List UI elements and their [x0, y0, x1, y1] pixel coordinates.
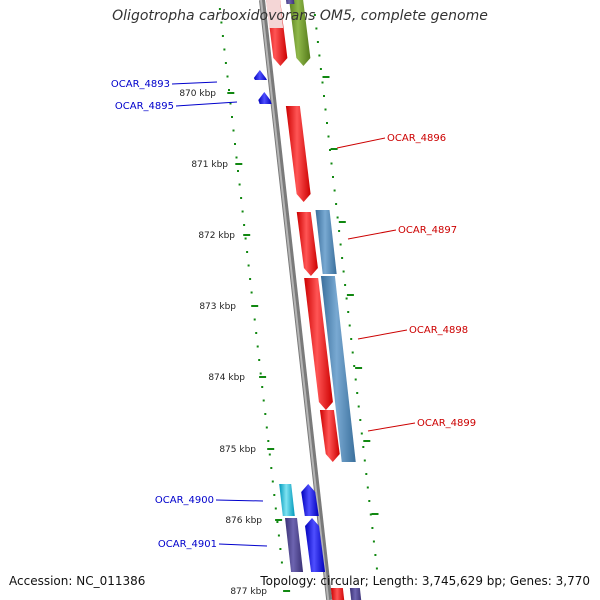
gene-ocar-4901-indigo: [285, 518, 304, 572]
gene-ocar-4900-blue: [301, 484, 319, 516]
tick-ring: [218, 8, 379, 592]
gene-ocar-4895: [258, 92, 272, 104]
gene-label[interactable]: OCAR_4899: [417, 418, 476, 429]
gene-label[interactable]: OCAR_4898: [409, 325, 468, 336]
gene-callouts: OCAR_4893 OCAR_4895 OCAR_4896 OCAR_4897 OCAR…: [111, 79, 476, 550]
gene-steel-b: [320, 276, 356, 462]
scale-label: 876 kbp: [225, 516, 262, 526]
gene-label[interactable]: OCAR_4893: [111, 79, 170, 90]
gene-label[interactable]: OCAR_4901: [158, 539, 217, 550]
scale-label: 870 kbp: [179, 89, 216, 99]
gene-label[interactable]: OCAR_4895: [115, 101, 174, 112]
scale-label: 871 kbp: [191, 160, 228, 170]
genome-summary: Topology: circular; Length: 3,745,629 bp…: [260, 574, 590, 588]
accession-label: Accession: NC_011386: [9, 574, 146, 588]
scale-label: 877 kbp: [230, 587, 267, 597]
gene-ocar-4896: [285, 106, 311, 202]
scale-label: 872 kbp: [198, 231, 235, 241]
gene-bottom-red: [330, 588, 345, 600]
gene-ocar-4899: [319, 410, 340, 462]
gene-features: [253, 0, 362, 600]
gene-ocar-4901-blue: [305, 518, 326, 572]
gene-steel-a: [315, 210, 337, 274]
gene-top-olive: [289, 0, 311, 66]
gene-label[interactable]: OCAR_4900: [155, 495, 214, 506]
scale-label: 874 kbp: [208, 373, 245, 383]
gene-label[interactable]: OCAR_4897: [398, 225, 457, 236]
scale-labels: 870 kbp 871 kbp 872 kbp 873 kbp 874 kbp 875 k…: [179, 89, 267, 597]
gene-ocar-4898: [304, 278, 333, 410]
gene-ocar-4900-cyan: [279, 484, 295, 516]
gene-bottom-indigo: [349, 588, 362, 600]
map-title: Oligotropha carboxidovorans OM5, complet…: [112, 8, 488, 24]
gene-top-pale: [266, 0, 284, 28]
gene-ocar-4893: [253, 70, 267, 80]
gene-ocar-4897: [296, 212, 318, 276]
scale-label: 873 kbp: [199, 302, 236, 312]
genome-backbone: [259, 0, 333, 600]
scale-label: 875 kbp: [219, 445, 256, 455]
gene-top-indigo: [286, 0, 295, 4]
gene-label[interactable]: OCAR_4896: [387, 133, 446, 144]
